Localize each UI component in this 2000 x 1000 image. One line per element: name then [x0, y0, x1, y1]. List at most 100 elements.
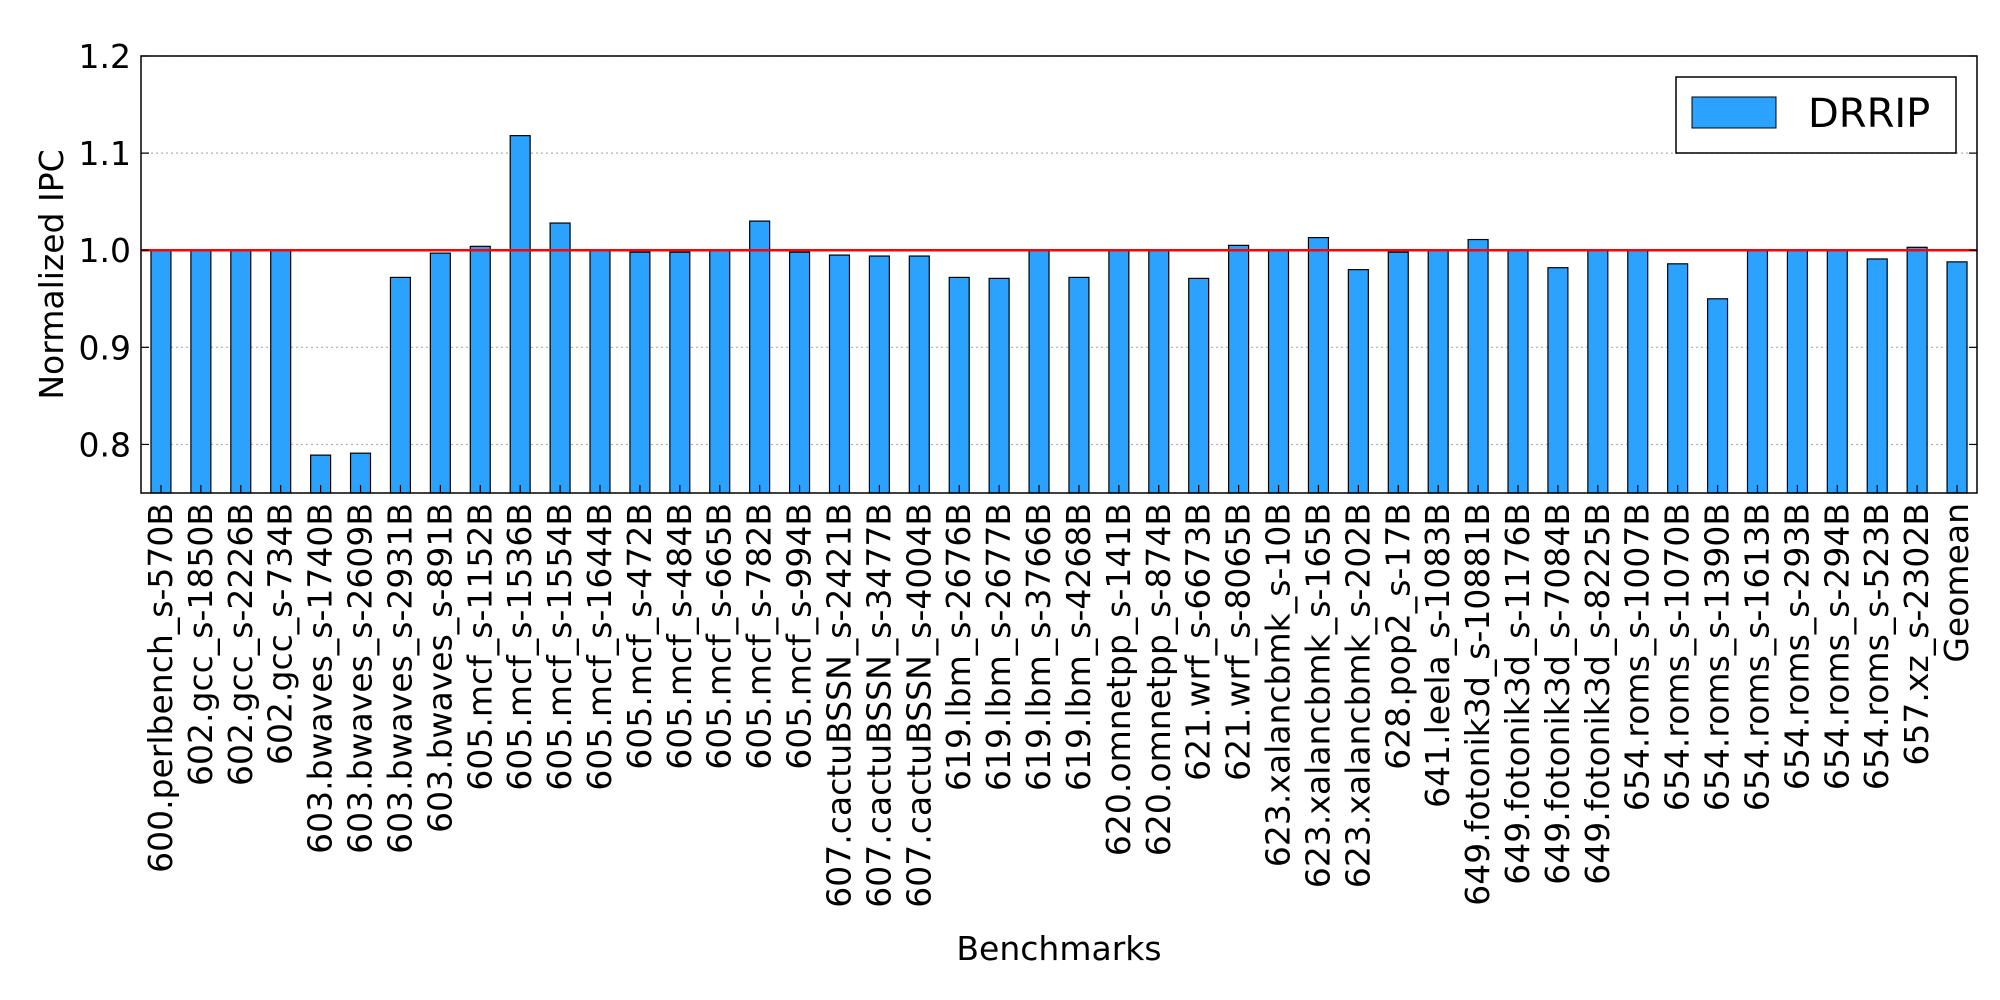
bar — [948, 276, 970, 494]
bar — [1228, 244, 1250, 494]
x-tick-label: 602.gcc_s-1850B — [181, 503, 220, 786]
x-tick-label: 623.xalancbmk_s-10B — [1259, 503, 1298, 867]
bar — [1786, 249, 1808, 494]
bar — [509, 135, 531, 494]
legend: DRRIP — [1675, 76, 1957, 154]
bar — [1906, 246, 1928, 494]
x-tick-label: 623.xalancbmk_s-165B — [1298, 503, 1337, 888]
bar — [1108, 249, 1130, 494]
y-tick-label: 1.2 — [79, 37, 131, 76]
plot-frame — [140, 55, 1978, 494]
bar — [1826, 249, 1848, 494]
bar — [788, 251, 811, 494]
x-tick-label: 605.mcf_s-1554B — [540, 503, 579, 791]
x-tick-label: 605.mcf_s-1644B — [580, 503, 619, 791]
x-tick-label: 605.mcf_s-1536B — [500, 503, 539, 791]
bar — [1068, 276, 1090, 494]
x-axis-title: Benchmarks — [956, 929, 1161, 968]
x-tick-label: 603.bwaves_s-2609B — [341, 503, 380, 854]
x-tick-label: 620.omnetpp_s-874B — [1139, 503, 1178, 856]
bar — [1347, 269, 1369, 494]
bar — [1028, 249, 1050, 494]
x-tick-label: 620.omnetpp_s-141B — [1099, 503, 1138, 856]
x-tick-label: 621.wrf_s-6673B — [1179, 503, 1218, 781]
x-tick-label: 654.roms_s-294B — [1817, 503, 1856, 790]
bar — [190, 249, 212, 494]
y-tick-label: 0.8 — [79, 425, 131, 464]
y-tick-label: 0.9 — [79, 328, 131, 367]
bar — [1387, 251, 1409, 494]
x-tick-label: 605.mcf_s-782B — [740, 503, 779, 770]
bar — [669, 251, 691, 494]
x-tick-label: 603.bwaves_s-891B — [420, 503, 459, 833]
bar — [868, 255, 890, 494]
legend-label: DRRIP — [1808, 91, 1930, 137]
x-tick-label: 603.bwaves_s-1740B — [301, 503, 340, 854]
x-tick-label: 623.xalancbmk_s-202B — [1338, 503, 1377, 888]
x-tick-label: 621.wrf_s-8065B — [1219, 503, 1258, 781]
x-tick-label: 605.mcf_s-484B — [660, 503, 699, 770]
x-tick-label: 657.xz_s-2302B — [1897, 503, 1936, 766]
bar — [709, 249, 731, 494]
bar — [469, 245, 491, 494]
bar — [549, 222, 571, 494]
y-axis-ticks: 0.8 0.9 1.0 1.1 1.2 — [79, 37, 1977, 464]
x-tick-label: 605.mcf_s-665B — [700, 503, 739, 770]
x-tick-label: 628.pop2_s-17B — [1378, 503, 1417, 770]
x-tick-label: 607.cactuBSSN_s-4004B — [899, 503, 938, 908]
x-tick-label: 654.roms_s-1613B — [1737, 503, 1776, 811]
x-tick-label: 649.fotonik3d_s-10881B — [1458, 503, 1497, 906]
x-tick-label: 605.mcf_s-994B — [780, 503, 819, 770]
bar — [1467, 238, 1489, 494]
x-tick-label: 654.roms_s-523B — [1857, 503, 1896, 790]
x-tick-label: 654.roms_s-1390B — [1698, 503, 1737, 811]
x-tick-label: 649.fotonik3d_s-1176B — [1498, 503, 1537, 885]
bar — [429, 252, 451, 494]
bar — [270, 249, 292, 494]
x-tick-label: Geomean — [1937, 503, 1976, 663]
legend-swatch — [1691, 96, 1777, 129]
x-tick-label: 654.roms_s-293B — [1777, 503, 1816, 790]
bar — [150, 249, 172, 494]
bar — [828, 254, 851, 494]
x-tick-label: 603.bwaves_s-2931B — [380, 503, 419, 854]
bar — [1547, 267, 1569, 494]
x-tick-label: 641.leela_s-1083B — [1418, 503, 1457, 808]
bar — [1946, 261, 1968, 494]
y-tick-label: 1.0 — [79, 231, 131, 270]
bar — [1746, 249, 1769, 494]
x-tick-label: 649.fotonik3d_s-8225B — [1578, 503, 1617, 885]
x-tick-label: 602.gcc_s-734B — [261, 503, 300, 765]
x-axis-ticks: 600.perlbench_s-570B 602.gcc_s-1850B 602.g… — [141, 485, 1976, 908]
bar — [1507, 249, 1529, 494]
x-tick-label: 605.mcf_s-1152B — [460, 503, 499, 791]
x-tick-label: 602.gcc_s-2226B — [221, 503, 260, 786]
bar — [629, 251, 651, 494]
x-tick-label: 619.lbm_s-3766B — [1019, 503, 1058, 791]
bar — [1188, 277, 1210, 494]
bar — [1587, 249, 1609, 494]
bar — [1706, 298, 1729, 494]
bar — [1307, 236, 1330, 494]
bar — [908, 255, 930, 494]
x-tick-label: 649.fotonik3d_s-7084B — [1538, 503, 1577, 885]
x-tick-label: 619.lbm_s-2677B — [979, 503, 1018, 791]
bar — [1427, 249, 1449, 494]
bar — [988, 277, 1010, 494]
bar — [389, 276, 412, 494]
bar — [1667, 263, 1689, 494]
x-tick-label: 654.roms_s-1070B — [1658, 503, 1697, 811]
y-tick-label: 1.1 — [79, 134, 131, 173]
x-tick-label: 600.perlbench_s-570B — [141, 503, 180, 873]
x-tick-label: 607.cactuBSSN_s-2421B — [819, 503, 858, 908]
bars — [150, 135, 1968, 494]
bar — [1148, 249, 1170, 494]
x-tick-label: 619.lbm_s-4268B — [1059, 503, 1098, 791]
bar — [1866, 258, 1888, 494]
x-tick-label: 619.lbm_s-2676B — [939, 503, 978, 791]
x-tick-label: 654.roms_s-1007B — [1618, 503, 1657, 811]
bar — [230, 249, 252, 494]
bar — [1267, 249, 1290, 494]
bar — [749, 220, 771, 494]
